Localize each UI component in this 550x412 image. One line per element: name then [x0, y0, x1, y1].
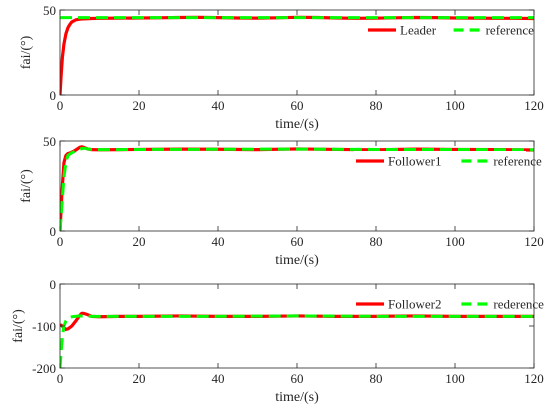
- x-tick-label: 40: [212, 371, 225, 386]
- legend-label-follower2: Follower2: [388, 297, 441, 312]
- x-axis-label: time/(s): [275, 253, 319, 268]
- x-tick-label: 80: [370, 371, 383, 386]
- legend: Follower2 rederence: [354, 294, 544, 314]
- x-tick-label: 20: [133, 98, 146, 113]
- series-group: [60, 145, 534, 231]
- legend-label-rederence: rederence: [493, 297, 544, 312]
- x-tick-label: 40: [212, 234, 225, 249]
- x-axis-label: time/(s): [275, 117, 319, 132]
- legend-label-reference: reference: [493, 154, 542, 169]
- subplot-1: 0 20 40 60 80 100 120 0 50 time/(s) fai/(°) Leader r…: [19, 3, 544, 132]
- subplot-3: 0 20 40 60 80 100 120 -200 -100 0 time/(s) fai/(°) F…: [11, 277, 544, 405]
- x-tick-label: 40: [212, 98, 225, 113]
- series-group: [60, 311, 534, 368]
- x-tick-label: 120: [524, 98, 544, 113]
- legend-box: [366, 20, 526, 40]
- y-axis-label: fai/(°): [11, 309, 26, 343]
- legend: Follower1 reference: [354, 151, 542, 171]
- legend-label-leader: Leader: [400, 23, 437, 38]
- y-tick-label: 0: [50, 277, 57, 292]
- x-tick-label: 80: [370, 98, 383, 113]
- legend-label-reference: reference: [486, 23, 535, 38]
- series-group: [60, 15, 534, 95]
- x-tick-label: 60: [291, 371, 304, 386]
- legend: Leader reference: [366, 20, 534, 40]
- subplot-2: 0 20 40 60 80 100 120 0 50 time/(s) fai/(°) Followe…: [19, 134, 544, 268]
- x-tick-label: 120: [524, 234, 544, 249]
- y-tick-label: 0: [50, 224, 57, 239]
- series-line-rederence: [60, 314, 534, 368]
- y-tick-label: 50: [43, 3, 56, 18]
- x-tick-label: 60: [291, 234, 304, 249]
- series-line-reference: [60, 146, 534, 231]
- x-tick-label: 80: [370, 234, 383, 249]
- x-tick-label: 120: [524, 371, 544, 386]
- x-tick-label: 100: [445, 98, 465, 113]
- x-tick-label: 0: [57, 234, 64, 249]
- x-tick-label: 0: [57, 98, 64, 113]
- y-tick-label: 0: [50, 88, 57, 103]
- y-axis-label: fai/(°): [19, 35, 34, 69]
- y-axis-label: fai/(°): [19, 169, 34, 203]
- legend-box: [354, 294, 526, 314]
- legend-box: [354, 151, 526, 171]
- x-tick-label: 20: [133, 234, 146, 249]
- x-axis-label: time/(s): [275, 390, 319, 405]
- y-tick-label: 50: [43, 134, 56, 149]
- y-tick-label: -100: [32, 319, 56, 334]
- x-tick-label: 60: [291, 98, 304, 113]
- x-tick-label: 20: [133, 371, 146, 386]
- x-tick-label: 100: [445, 234, 465, 249]
- x-tick-label: 0: [57, 371, 64, 386]
- legend-label-follower1: Follower1: [388, 154, 441, 169]
- x-tick-label: 100: [445, 371, 465, 386]
- y-tick-label: -200: [32, 361, 56, 376]
